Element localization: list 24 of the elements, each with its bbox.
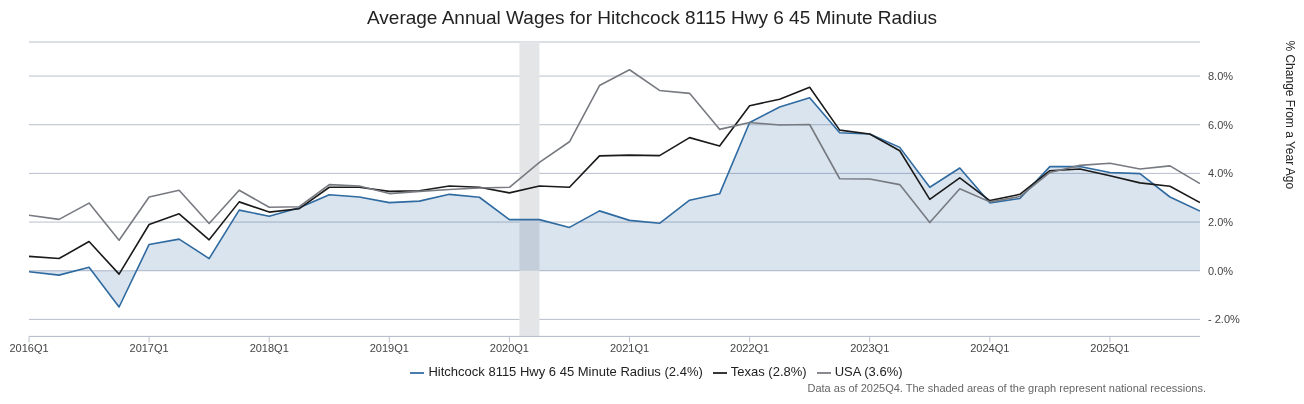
x-tick-label: 2024Q1 [970,342,1010,355]
x-tick-label: 2020Q1 [489,342,529,355]
chart-title: Average Annual Wages for Hitchcock 8115 Hwy 6 45 Minute Radius [366,7,938,30]
y-tick-label: 0.0% [1208,264,1234,277]
line-series [29,86,1200,275]
legend-label: Texas (2.8%) [730,364,807,380]
x-tick-label: 2017Q1 [129,342,169,355]
legend-label: USA (3.6%) [834,364,903,380]
line-series [29,68,1200,242]
y-tick-label: - 2.0% [1208,313,1241,326]
text: Data as of 2025Q4. The shaded areas of the graph represent national recessions. [806,382,1207,394]
y-tick-label: 2.0% [1208,215,1234,228]
x-tick-label: 2018Q1 [249,342,289,355]
x-tick-label: 2025Q1 [1090,342,1130,355]
x-tick-label: 2022Q1 [730,342,770,355]
x-tick-label: 2023Q1 [850,342,890,355]
y-axis-title: % Change From a Year Ago [1282,40,1297,190]
x-tick-label: 2019Q1 [369,342,409,355]
legend-label: Hitchcock 8115 Hwy 6 45 Minute Radius (2.4%) [428,364,703,380]
x-tick-label: 2016Q1 [9,342,49,355]
x-tick-label: 2021Q1 [609,342,650,355]
y-tick-label: 6.0% [1208,118,1234,131]
y-tick-label: 4.0% [1208,167,1234,180]
y-tick-label: 8.0% [1208,69,1234,82]
